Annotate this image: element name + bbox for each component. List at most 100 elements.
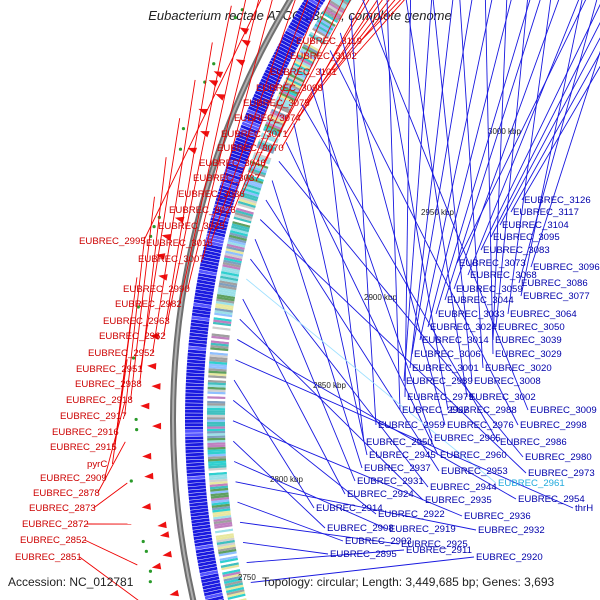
blue-gene-arrow	[185, 446, 204, 450]
red-gene-arrow	[159, 531, 170, 538]
cog-color-block	[211, 499, 230, 504]
cog-color-block	[214, 307, 233, 313]
cog-color-block	[241, 187, 260, 195]
cog-color-block	[261, 132, 279, 142]
blue-gene-arrow	[223, 172, 242, 181]
cog-color-block	[300, 47, 318, 59]
green-marker	[129, 479, 133, 483]
gene-label-left: pyrC	[87, 459, 107, 470]
red-gene-arrow	[200, 131, 210, 138]
blue-gene-arrow	[233, 143, 252, 153]
leader-line-blue	[499, 37, 600, 226]
cog-color-block	[208, 471, 227, 476]
leader-line-blue	[239, 318, 424, 501]
gene-label-left: EUBREC_3075	[243, 98, 310, 109]
cog-color-block	[316, 19, 334, 31]
leader-line-blue	[520, 0, 583, 297]
cog-color-block	[207, 442, 226, 446]
blue-gene-arrow	[261, 75, 280, 86]
leader-line-blue	[259, 219, 527, 474]
cog-color-block	[329, 0, 346, 12]
gene-label-left: EUBREC_2917	[60, 411, 127, 422]
blue-gene-arrow	[185, 413, 204, 417]
cog-color-block	[215, 300, 234, 306]
cog-color-block	[219, 553, 238, 559]
blue-gene-arrow	[186, 465, 205, 470]
genome-rings	[170, 0, 294, 600]
gene-label-right: EUBREC_3039	[495, 335, 562, 346]
cog-color-block	[244, 180, 262, 189]
cog-color-block	[207, 440, 226, 443]
leader-line-blue	[467, 0, 580, 276]
gene-label-right: EUBREC_2925	[401, 539, 468, 550]
label-leader-lines	[79, 0, 600, 600]
cog-color-block	[222, 264, 241, 271]
blue-gene-arrow	[263, 72, 281, 83]
cog-color-block	[322, 9, 340, 22]
cog-color-block	[291, 64, 310, 75]
blue-gene-arrow	[189, 498, 208, 504]
cog-color-block	[223, 577, 243, 584]
green-marker	[152, 225, 156, 229]
leader-line-blue	[278, 161, 524, 458]
cog-color-block	[207, 421, 226, 425]
blue-gene-arrow	[189, 332, 208, 338]
blue-gene-arrow	[242, 118, 261, 128]
cog-color-block	[225, 248, 244, 255]
cog-color-block	[307, 35, 325, 47]
cog-color-block	[281, 85, 299, 96]
blue-gene-arrow	[299, 4, 317, 17]
leader-line-red	[307, 0, 383, 104]
cog-color-block	[211, 501, 230, 506]
leader-line-blue	[490, 21, 600, 238]
leader-line-blue	[403, 0, 433, 382]
blue-gene-arrow	[186, 369, 205, 374]
cog-color-block	[237, 200, 256, 209]
cog-color-block	[221, 566, 240, 573]
cog-color-block	[209, 483, 228, 488]
cog-color-block	[215, 303, 234, 309]
blue-gene-arrow	[186, 462, 205, 467]
cog-color-block	[217, 291, 236, 297]
cog-color-block	[207, 417, 226, 420]
blue-gene-arrow	[275, 48, 293, 60]
blue-gene-arrow	[187, 359, 206, 364]
blue-gene-arrow	[320, 0, 326, 3]
red-gene-arrow	[147, 363, 157, 370]
gene-label-right: EUBREC_3073	[459, 258, 526, 269]
cog-color-block	[217, 542, 236, 548]
blue-gene-arrow	[194, 292, 213, 299]
gene-label-right: thrH	[575, 503, 593, 514]
kbp-tick-label: 2750	[238, 573, 256, 582]
leader-line-red	[124, 236, 146, 417]
cog-color-block	[217, 544, 236, 550]
cog-color-block	[215, 533, 234, 539]
blue-gene-arrow	[195, 286, 215, 292]
gene-label-right: EUBREC_3095	[493, 232, 560, 243]
blue-gene-arrow	[204, 592, 223, 600]
leader-line-red	[167, 5, 232, 322]
green-marker	[135, 428, 139, 432]
kbp-tick-label: 2800 kbp	[270, 475, 303, 484]
leader-line-blue	[232, 440, 326, 529]
red-gene-arrow	[149, 333, 160, 340]
blue-gene-arrow	[202, 249, 221, 257]
cog-color-block	[207, 446, 226, 450]
cog-color-block	[227, 593, 246, 600]
leader-line-red	[139, 157, 167, 385]
cog-color-block	[298, 52, 316, 63]
blue-gene-arrow	[185, 456, 204, 460]
blue-gene-arrow	[264, 69, 283, 80]
cog-color-block	[213, 517, 232, 522]
leader-line-red	[130, 196, 155, 401]
blue-gene-arrow	[195, 289, 214, 296]
cog-color-block	[284, 79, 302, 89]
blue-gene-arrow	[185, 429, 204, 433]
gene-label-right: EUBREC_2979	[407, 392, 474, 403]
blue-gene-arrow	[276, 45, 295, 57]
cog-color-block	[218, 284, 237, 291]
leader-line-red	[152, 79, 196, 354]
leader-line-blue	[521, 65, 600, 201]
gene-label-right: EUBREC_3009	[530, 405, 597, 416]
